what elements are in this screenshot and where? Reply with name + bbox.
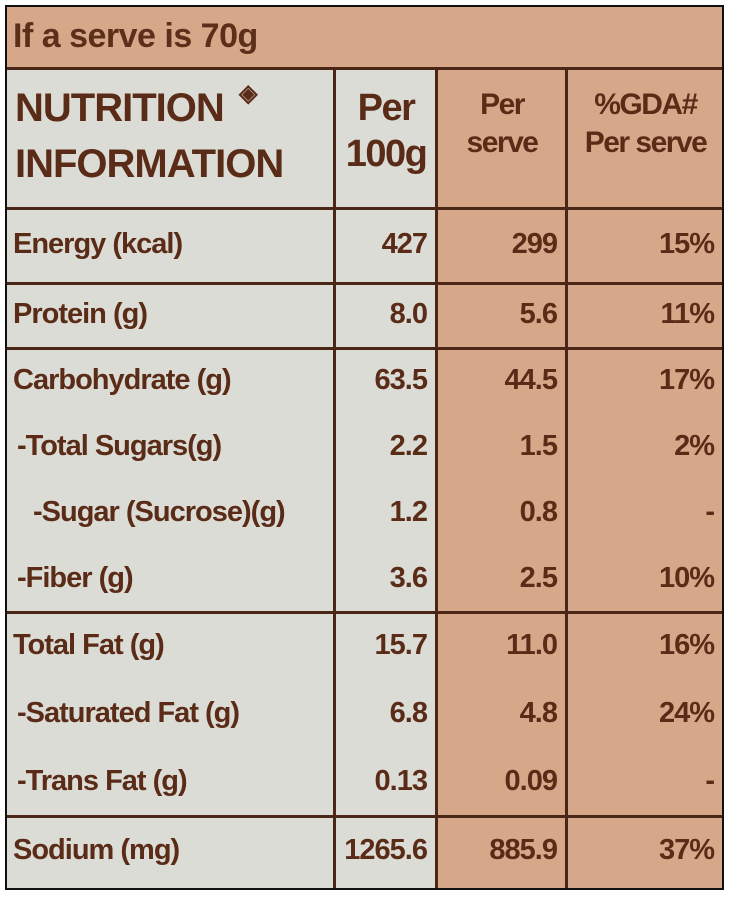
nutrition-label: If a serve is 70g NUTRITION INFORMATION ◈ P… <box>5 5 724 890</box>
nutrient-value: 8.0 <box>389 298 428 330</box>
nutrient-label: -Total Sugars(g) <box>17 429 222 462</box>
nutrient-label: -Sugar (Sucrose)(g) <box>33 495 286 528</box>
column-header: Per serve <box>584 126 708 159</box>
nutrient-label: -Fiber (g) <box>17 561 134 594</box>
nutrient-label: Energy (kcal) <box>13 228 183 260</box>
nutrient-value: 16% <box>658 628 715 661</box>
nutrient-label: Carbohydrate (g) <box>13 363 232 396</box>
nutrient-value: 0.13 <box>374 764 428 797</box>
nutrient-value: 299 <box>511 228 558 260</box>
column-header: Per <box>357 87 416 129</box>
nutrient-value: 2% <box>674 429 715 462</box>
column-header: %GDA# <box>594 88 698 121</box>
rule <box>7 282 722 285</box>
rule <box>7 347 722 350</box>
nutrient-value: 1265.6 <box>344 833 428 866</box>
rule <box>7 207 722 210</box>
nutrient-value: 63.5 <box>374 363 428 396</box>
nutrient-label: Total Fat (g) <box>13 628 165 661</box>
nutrient-label: Sodium (mg) <box>13 833 180 866</box>
nutrient-value: 15.7 <box>374 628 428 661</box>
nutrient-value: 2.2 <box>389 429 428 462</box>
rule <box>7 611 722 614</box>
nutrient-value: 1.2 <box>389 495 428 528</box>
nutrient-value: 11.0 <box>506 628 558 661</box>
column-rule <box>565 67 568 888</box>
rule <box>7 67 722 70</box>
nutrient-value: 10% <box>658 561 715 594</box>
header-title: INFORMATION <box>15 142 284 186</box>
nutrient-value: 15% <box>658 228 715 260</box>
column-rule <box>333 67 336 888</box>
column-header: Per <box>480 88 525 121</box>
nutrient-value: 6.8 <box>389 696 428 729</box>
nutrient-value: 3.6 <box>389 561 428 594</box>
nutrient-value: 24% <box>658 696 715 729</box>
nutrient-value: 37% <box>658 833 715 866</box>
nutrient-value: 5.6 <box>519 298 558 330</box>
nutrient-value: 11% <box>660 298 715 330</box>
column-header: 100g <box>345 133 428 175</box>
nutrient-value: 0.8 <box>519 495 558 528</box>
serve-note: If a serve is 70g <box>13 17 258 55</box>
nutrient-label: -Saturated Fat (g) <box>17 696 240 729</box>
nutrient-value: 0.09 <box>504 764 558 797</box>
nutrient-value: 44.5 <box>504 363 558 396</box>
column-rule <box>435 67 438 888</box>
column-header: serve <box>466 126 539 159</box>
light-panel <box>7 67 435 888</box>
header-title: NUTRITION <box>15 86 225 130</box>
nutrient-value: 2.5 <box>519 561 558 594</box>
nutrient-label: Protein (g) <box>13 298 148 330</box>
nutrient-value: - <box>705 764 715 797</box>
nutrient-value: 427 <box>381 228 428 260</box>
nutrient-value: 885.9 <box>489 833 558 866</box>
rule <box>7 815 722 818</box>
nutrient-value: 17% <box>658 363 715 396</box>
nutrient-label: -Trans Fat (g) <box>17 764 188 797</box>
nutrient-value: 1.5 <box>519 429 558 462</box>
header-symbol: ◈ <box>239 80 258 107</box>
nutrient-value: - <box>705 495 715 528</box>
nutrient-value: 4.8 <box>519 696 558 729</box>
